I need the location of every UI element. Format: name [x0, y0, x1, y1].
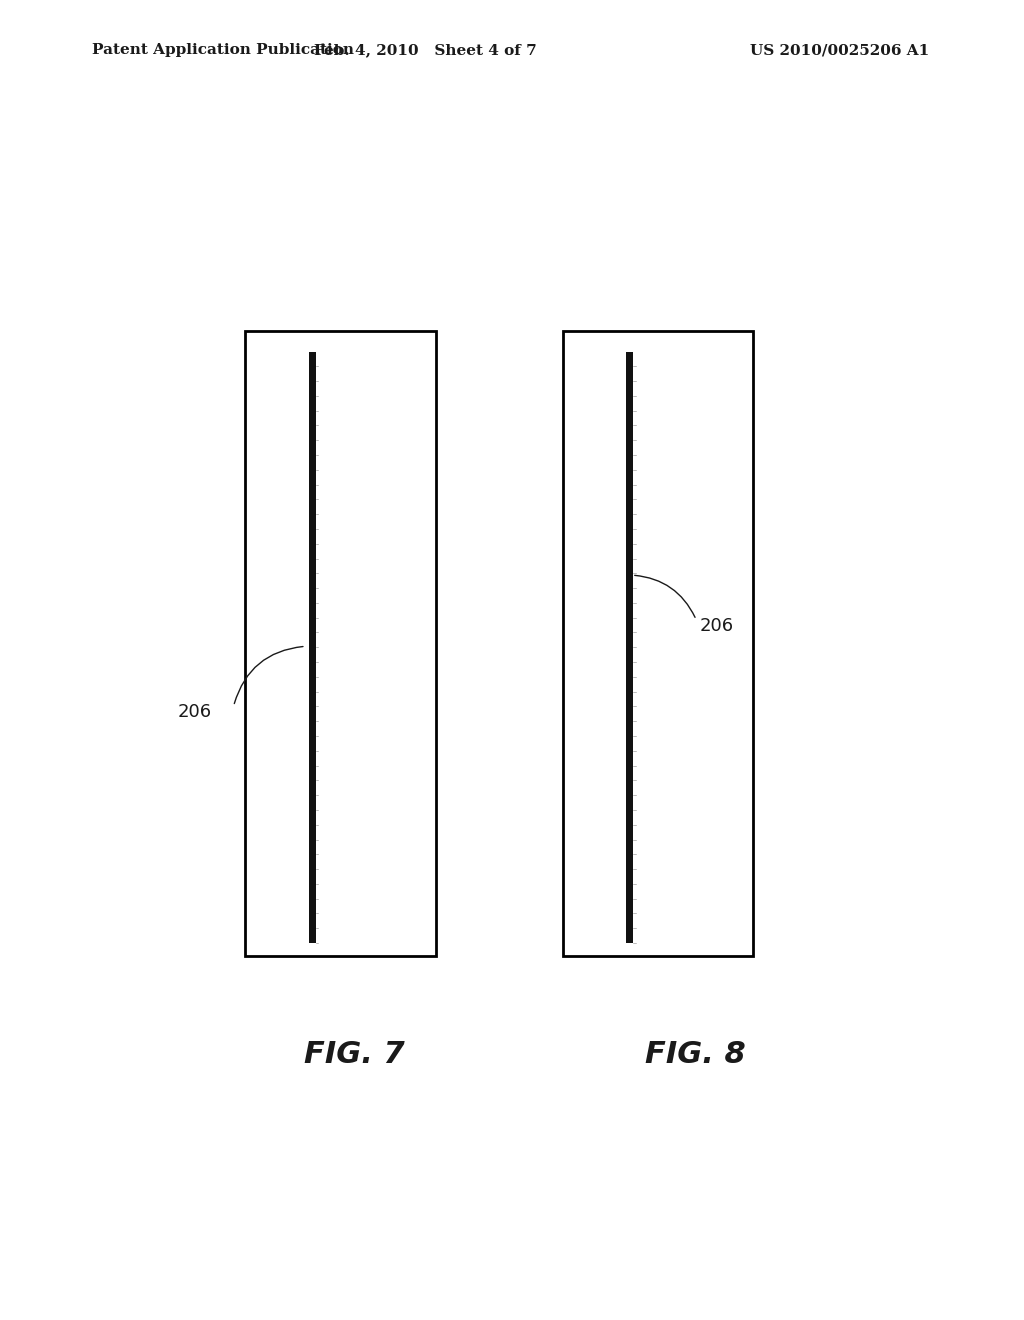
- Bar: [563, 331, 754, 956]
- Text: 206: 206: [699, 616, 733, 635]
- Bar: [308, 351, 315, 942]
- Text: Patent Application Publication: Patent Application Publication: [92, 44, 354, 57]
- Bar: [626, 351, 633, 942]
- Text: 206: 206: [177, 704, 211, 721]
- Text: US 2010/0025206 A1: US 2010/0025206 A1: [750, 44, 930, 57]
- Text: FIG. 7: FIG. 7: [304, 1040, 404, 1069]
- Bar: [246, 331, 436, 956]
- Text: FIG. 8: FIG. 8: [645, 1040, 745, 1069]
- Text: Feb. 4, 2010   Sheet 4 of 7: Feb. 4, 2010 Sheet 4 of 7: [313, 44, 537, 57]
